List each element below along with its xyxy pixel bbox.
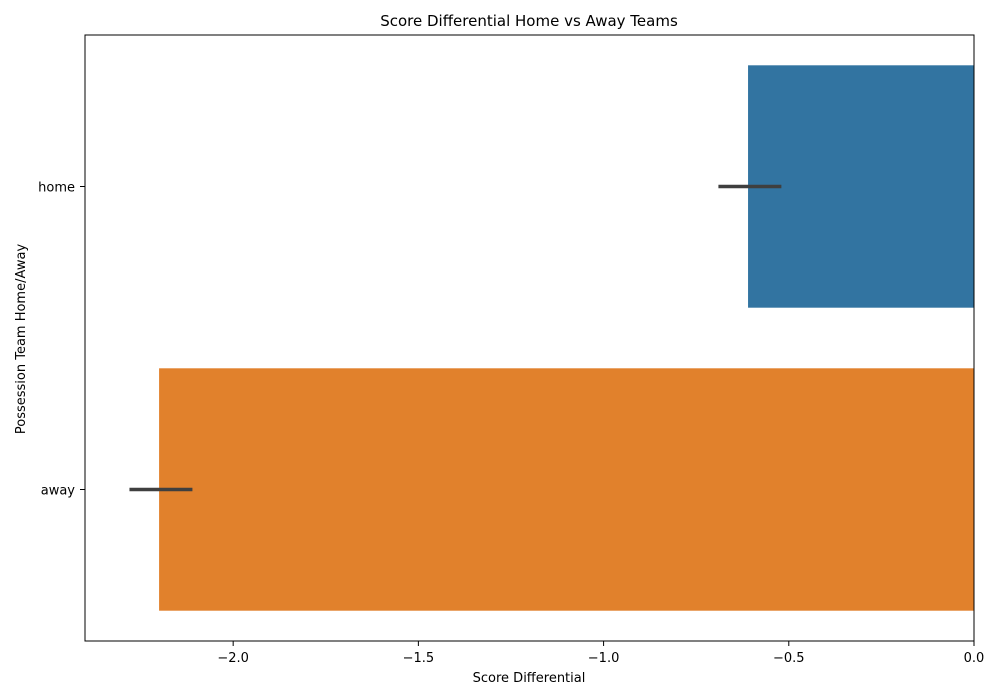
bar-away [159,368,975,611]
x-axis-label: Score Differential [473,671,586,686]
y-axis-ticks: home away [38,181,85,499]
chart-title: Score Differential Home vs Away Teams [380,12,678,30]
y-axis-label: Possession Team Home/Away [14,244,29,435]
bars-layer [159,65,975,611]
bar-home [748,65,974,308]
x-tick-label: −1.5 [403,651,435,666]
y-tick-label-home: home [38,181,75,196]
plot-frame [84,34,975,642]
x-tick-label: −1.0 [588,651,620,666]
y-tick-label-away: away [41,484,76,499]
x-axis-ticks: −2.0 −1.5 −1.0 −0.5 0.0 [217,641,984,666]
x-tick-label: −2.0 [217,651,249,666]
x-tick-label: 0.0 [964,651,985,666]
x-tick-label: −0.5 [773,651,805,666]
error-bars-layer [129,184,782,492]
